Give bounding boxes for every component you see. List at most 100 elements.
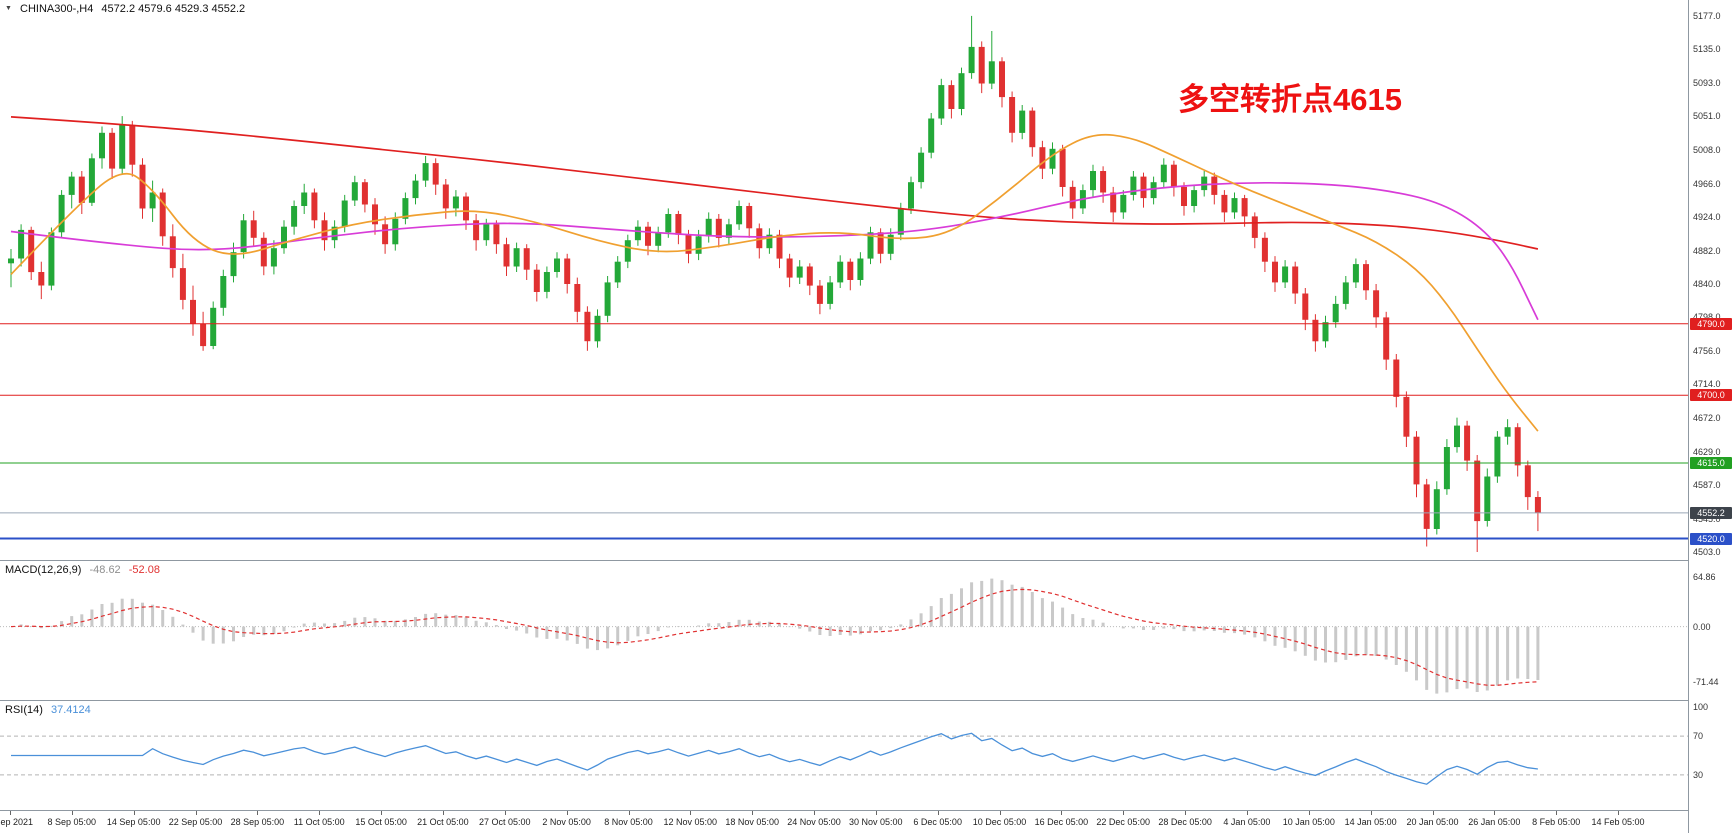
time-axis-tick bbox=[10, 811, 11, 815]
time-axis-label: 10 Dec 05:00 bbox=[972, 817, 1027, 827]
price-axis-label: 5177.0 bbox=[1693, 10, 1721, 21]
time-axis-label: 8 Feb 05:00 bbox=[1532, 817, 1581, 827]
price-axis-label: 4629.0 bbox=[1693, 446, 1721, 457]
time-axis-tick bbox=[814, 811, 815, 815]
time-axis-tick bbox=[1246, 811, 1248, 815]
rsi-value: 37.4124 bbox=[50, 704, 91, 716]
price-axis-label: 5008.0 bbox=[1693, 145, 1721, 156]
time-axis-label: 14 Jan 05:00 bbox=[1344, 817, 1397, 827]
time-axis-label: 26 Jan 05:00 bbox=[1468, 817, 1521, 827]
time-axis-tick bbox=[381, 811, 383, 815]
price-axis-label: 4966.0 bbox=[1693, 178, 1721, 189]
price-axis-label: 4798.0 bbox=[1693, 312, 1721, 322]
price-axis-label: 4672.0 bbox=[1693, 412, 1721, 423]
time-axis-label: 14 Feb 05:00 bbox=[1591, 817, 1645, 827]
time-axis-tick bbox=[71, 811, 73, 815]
level-price-badge: 4700.0 bbox=[1690, 389, 1732, 402]
rsi-indicator-canvas[interactable] bbox=[0, 701, 1688, 810]
time-axis-tick bbox=[1370, 811, 1372, 815]
time-axis[interactable]: 2 Sep 2021 8 Sep 05:00 14 Sep 05:00 22 Sep … bbox=[0, 811, 1688, 833]
time-axis-tick bbox=[504, 811, 506, 815]
panel-resize-separator[interactable] bbox=[0, 560, 1732, 561]
time-axis-tick bbox=[195, 811, 197, 815]
time-axis-label: 8 Sep 05:00 bbox=[47, 817, 97, 827]
ma-fast-orange bbox=[10, 133, 1539, 432]
price-axis-label: 5093.0 bbox=[1693, 77, 1721, 88]
time-axis-tick bbox=[752, 811, 754, 815]
time-axis-label: 4 Jan 05:00 bbox=[1223, 817, 1271, 827]
time-axis-label: 21 Oct 05:00 bbox=[417, 817, 469, 827]
axis-separator bbox=[0, 810, 1732, 811]
price-axis-label: 5135.0 bbox=[1693, 44, 1721, 55]
time-axis-tick bbox=[319, 811, 321, 815]
time-axis-label: 30 Nov 05:00 bbox=[849, 817, 903, 827]
macd-value: -48.62 bbox=[89, 564, 121, 576]
time-axis-tick bbox=[133, 811, 135, 815]
time-axis-tick bbox=[1432, 811, 1434, 815]
level-price-badge: 4520.0 bbox=[1690, 532, 1732, 545]
price-axis-label: 4882.0 bbox=[1693, 245, 1721, 256]
time-axis-tick bbox=[999, 811, 1001, 815]
time-axis-tick bbox=[1308, 811, 1310, 815]
time-axis-label: 15 Oct 05:00 bbox=[355, 817, 407, 827]
price-axis[interactable]: 5177.0 5135.0 5093.0 5051.0 5008.0 4966.0 4924… bbox=[1688, 0, 1732, 833]
time-axis-tick bbox=[257, 811, 259, 815]
time-axis-label: 11 Oct 05:00 bbox=[293, 817, 345, 827]
panel-resize-separator[interactable] bbox=[0, 700, 1732, 701]
time-axis-tick bbox=[937, 811, 939, 815]
macd-histogram bbox=[19, 578, 1540, 694]
time-axis-label: 8 Nov 05:00 bbox=[604, 817, 653, 827]
price-axis-label: 4587.0 bbox=[1693, 480, 1721, 491]
current-price-badge: 4552.2 bbox=[1690, 506, 1732, 519]
time-axis-tick bbox=[1061, 811, 1063, 815]
time-axis-tick bbox=[628, 811, 630, 815]
rsi-axis-label: 100 bbox=[1693, 702, 1709, 712]
rsi-axis-label: 70 bbox=[1693, 731, 1704, 742]
time-axis-label: 2 Nov 05:00 bbox=[542, 817, 591, 827]
ma-mid-magenta bbox=[10, 181, 1539, 321]
rsi-line bbox=[11, 732, 1538, 785]
time-axis-label: 28 Dec 05:00 bbox=[1158, 817, 1212, 827]
time-axis-label: 6 Dec 05:00 bbox=[913, 817, 962, 827]
macd-label: MACD(12,26,9) -48.62 -52.08 bbox=[5, 564, 165, 576]
time-axis-label: 14 Sep 05:00 bbox=[106, 817, 161, 827]
time-axis-label: 24 Nov 05:00 bbox=[787, 817, 841, 827]
time-axis-tick bbox=[690, 811, 692, 815]
time-axis-tick bbox=[1185, 811, 1187, 815]
macd-axis-label: 0.00 bbox=[1693, 621, 1711, 632]
symbol-info-bar: ▼ CHINA300-,H4 4572.2 4579.6 4529.3 4552… bbox=[5, 3, 250, 15]
time-axis-label: 10 Jan 05:00 bbox=[1282, 817, 1335, 827]
candles-layer bbox=[8, 15, 1541, 552]
time-axis-label: 22 Sep 05:00 bbox=[168, 817, 223, 827]
rsi-label: RSI(14) 37.4124 bbox=[5, 704, 96, 716]
symbol-ohlc-values: 4572.2 4579.6 4529.3 4552.2 bbox=[101, 3, 246, 15]
macd-signal-value: -52.08 bbox=[128, 564, 160, 576]
macd-axis-label: 64.86 bbox=[1693, 571, 1716, 582]
time-axis-tick bbox=[875, 811, 877, 815]
time-axis-tick bbox=[1123, 811, 1125, 815]
price-axis-label: 4924.0 bbox=[1693, 212, 1721, 223]
time-axis-label: 27 Oct 05:00 bbox=[479, 817, 531, 827]
rsi-indicator-name: RSI(14) bbox=[5, 704, 43, 716]
ma-slow-red bbox=[10, 116, 1539, 250]
rsi-axis-label: 30 bbox=[1693, 769, 1704, 780]
price-axis-label: 5051.0 bbox=[1693, 111, 1721, 122]
price-axis-label: 4756.0 bbox=[1693, 345, 1721, 356]
macd-indicator-canvas[interactable] bbox=[0, 561, 1688, 700]
time-axis-tick bbox=[1556, 811, 1558, 815]
time-axis-tick bbox=[566, 811, 568, 815]
time-axis-label: 16 Dec 05:00 bbox=[1034, 817, 1089, 827]
symbol-dropdown-icon[interactable]: ▼ bbox=[5, 5, 12, 12]
time-axis-label: 22 Dec 05:00 bbox=[1096, 817, 1150, 827]
price-axis-label: 4840.0 bbox=[1693, 278, 1721, 289]
time-axis-tick bbox=[1618, 811, 1619, 815]
price-chart-canvas[interactable] bbox=[0, 0, 1688, 560]
macd-signal-line bbox=[10, 588, 1538, 686]
symbol-title: CHINA300-,H4 bbox=[20, 3, 94, 15]
annotation-text: 多空转折点4615 bbox=[1178, 82, 1402, 117]
time-axis-label: 20 Jan 05:00 bbox=[1406, 817, 1459, 827]
time-axis-label: 28 Sep 05:00 bbox=[230, 817, 285, 827]
level-price-badge: 4615.0 bbox=[1690, 456, 1732, 469]
time-axis-label: 2 Sep 2021 bbox=[0, 817, 34, 827]
